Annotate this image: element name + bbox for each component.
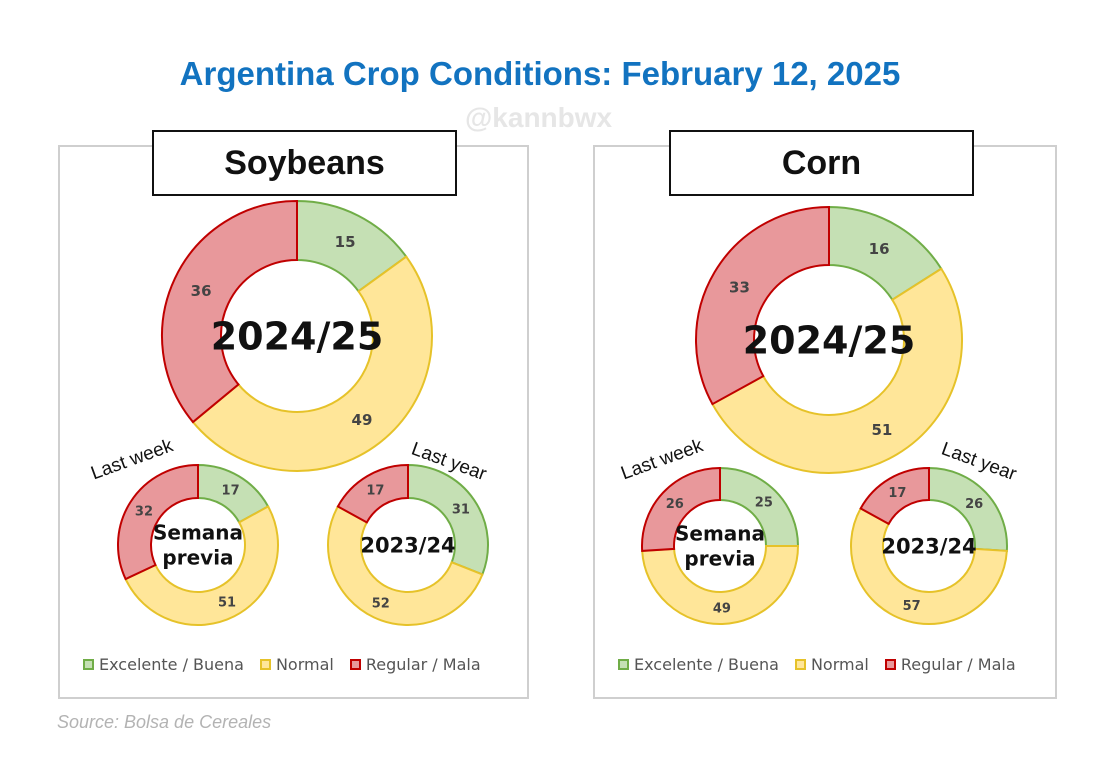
watermark: @kannbwx [465, 102, 613, 133]
legend-swatch-excellent [618, 659, 629, 670]
legend-label-normal: Normal [810, 655, 869, 674]
donut-corn-3: 16 51 33 2024/25 [695, 205, 963, 474]
segment-normal [711, 267, 963, 474]
data-label-poor: 17 [888, 486, 906, 501]
legend-swatch-excellent [83, 659, 94, 670]
legend-item-poor: Regular / Mala [884, 655, 1016, 674]
legend-swatch-normal [794, 659, 806, 670]
legend-label-poor: Regular / Mala [365, 655, 481, 674]
center-label: previa [684, 547, 755, 571]
data-label-normal: 57 [903, 599, 921, 614]
segment-normal [191, 255, 433, 472]
center-label: previa [162, 546, 233, 570]
data-label-normal: 49 [352, 411, 373, 429]
data-label-excellent: 15 [335, 233, 356, 251]
segment-poor [859, 466, 930, 526]
center-label: 2023/24 [881, 534, 976, 558]
segment-poor [117, 463, 199, 581]
legend-swatch-normal [259, 659, 271, 670]
legend-item-normal: Normal [259, 655, 334, 674]
soybeans-legend: Excelente / Buena Normal Regular / Mala [83, 655, 497, 674]
data-label-excellent: 17 [222, 483, 240, 498]
data-label-normal: 51 [872, 421, 893, 439]
legend-label-poor: Regular / Mala [900, 655, 1016, 674]
corn-legend: Excelente / Buena Normal Regular / Mala [618, 655, 1032, 674]
segment-normal [850, 507, 1008, 625]
center-label: 2023/24 [360, 533, 455, 557]
data-label-poor: 26 [666, 497, 684, 512]
data-label-poor: 32 [135, 504, 153, 519]
center-label: 2024/25 [743, 318, 916, 362]
center-label: 2024/25 [211, 314, 384, 358]
soybeans-title: Soybeans [152, 130, 457, 196]
page-title: Argentina Crop Conditions: February 12, … [179, 55, 901, 92]
data-label-excellent: 25 [755, 496, 773, 511]
source-note: Source: Bolsa de Cereales [57, 712, 272, 732]
donut-soybeans-0: 15 49 36 2024/25 [161, 199, 433, 472]
data-label-normal: 49 [713, 602, 731, 617]
segment-poor [641, 466, 721, 552]
legend-swatch-poor [349, 659, 361, 670]
segment-poor [336, 463, 409, 524]
data-label-poor: 17 [366, 483, 384, 498]
legend-item-excellent: Excelente / Buena [83, 655, 244, 674]
center-label: Semana [153, 521, 243, 545]
data-label-poor: 33 [729, 278, 750, 296]
corn-title: Corn [669, 130, 974, 196]
legend-item-poor: Regular / Mala [349, 655, 481, 674]
segment-normal [124, 505, 279, 626]
data-label-normal: 51 [218, 596, 236, 611]
legend-item-excellent: Excelente / Buena [618, 655, 779, 674]
data-label-poor: 36 [191, 282, 212, 300]
data-label-excellent: 16 [869, 240, 890, 258]
legend-label-excellent: Excelente / Buena [634, 655, 779, 674]
legend-swatch-poor [884, 659, 896, 670]
data-label-excellent: 31 [452, 503, 470, 518]
data-label-normal: 52 [372, 596, 390, 611]
legend-label-excellent: Excelente / Buena [99, 655, 244, 674]
legend-item-normal: Normal [794, 655, 869, 674]
legend-label-normal: Normal [275, 655, 334, 674]
segment-normal [641, 545, 800, 625]
segment-poor [161, 199, 298, 424]
data-label-excellent: 26 [965, 497, 983, 512]
segment-normal [327, 505, 484, 626]
center-label: Semana [675, 522, 765, 546]
segment-poor [695, 205, 830, 406]
